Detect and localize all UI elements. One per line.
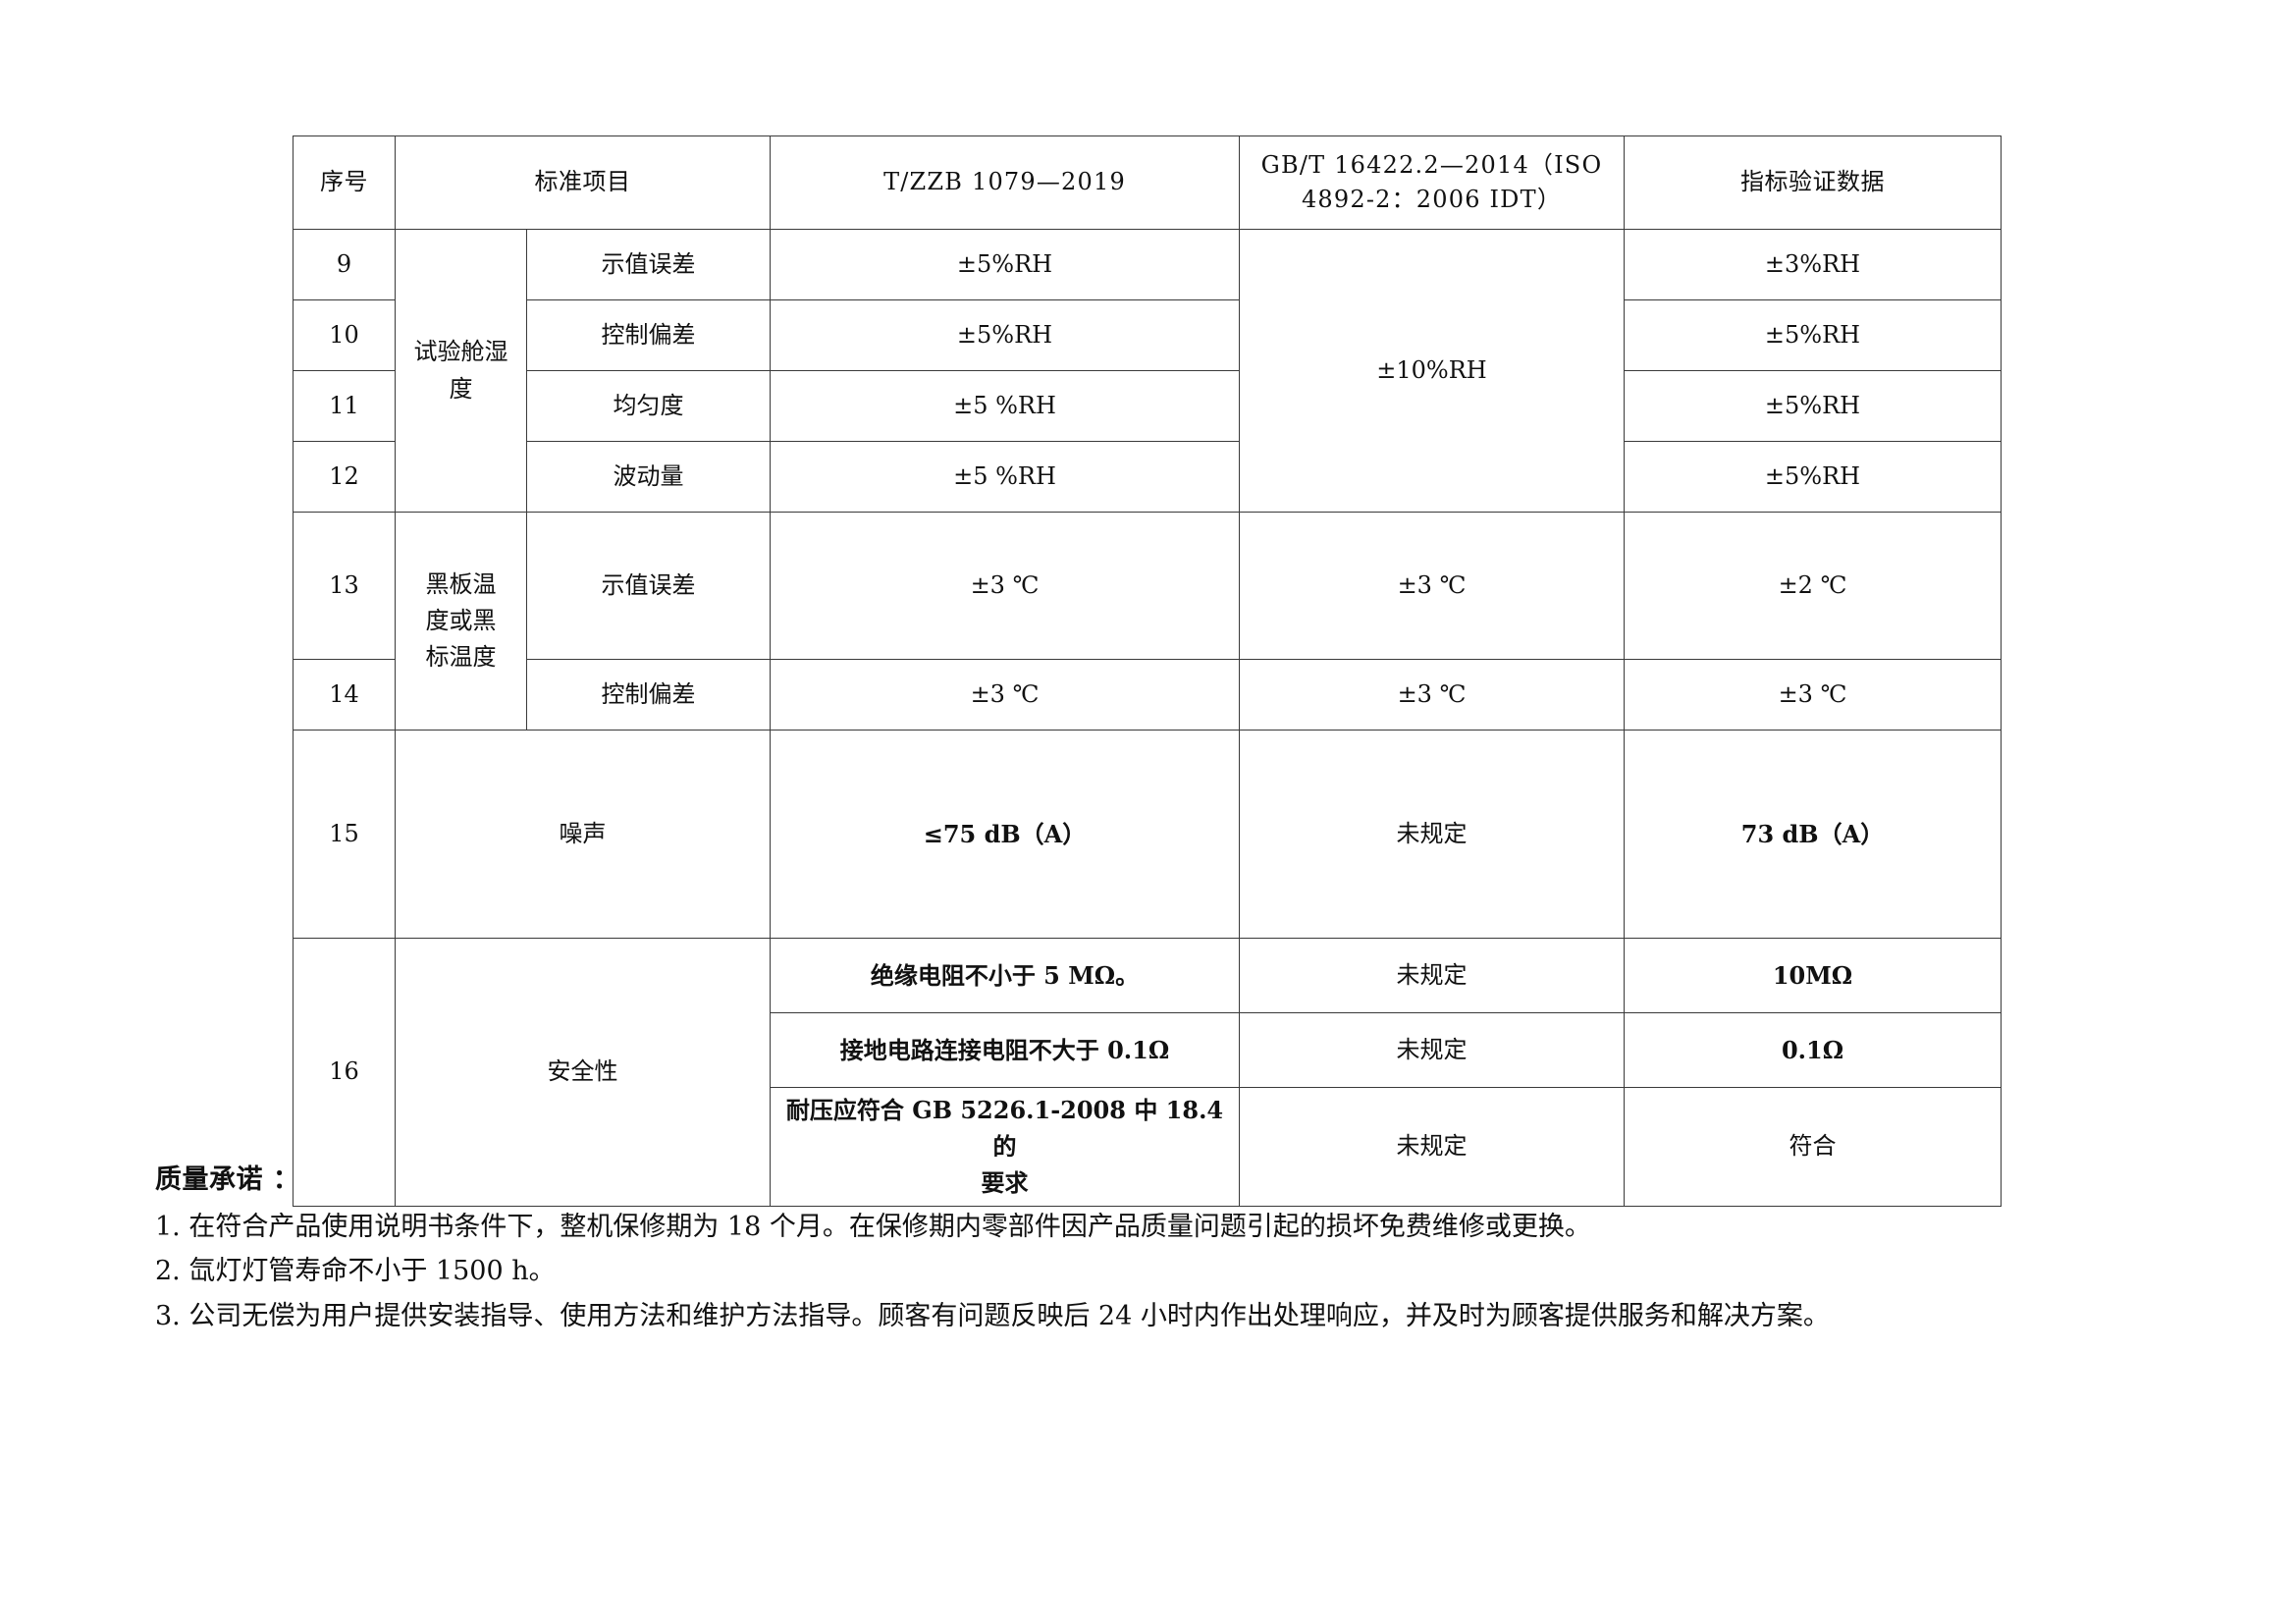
row-gbt-value: 未规定 [1239,730,1625,939]
row-gbt-value: ±3 ℃ [1239,512,1625,660]
row-item-label-noise: 噪声 [395,730,771,939]
group-label-blackpanel: 黑板温 度或黑 标温度 [395,512,527,731]
safety-r3-line2: 要求 [981,1168,1029,1198]
row-zzb-value: 接地电路连接电阻不大于 0.1Ω [770,1012,1240,1088]
row-verify-value: ±3 ℃ [1624,659,2002,731]
table-row: 11 均匀度 ±5 %RH ±5%RH [293,370,2002,442]
table-header-row: 序号 标准项目 T/ZZB 1079—2019 GB/T 16422.2—201… [293,135,2002,230]
header-cell-no: 序号 [293,135,396,230]
group-label-blackpanel-line3: 标温度 [425,643,497,672]
row-verify-value: ±5%RH [1624,370,2002,442]
table-row: 12 波动量 ±5 %RH ±5%RH [293,441,2002,513]
header-gbt-line1: GB/T 16422.2—2014（ISO [1260,151,1603,180]
row-zzb-value: ±5%RH [770,299,1240,371]
row-gbt-value: 未规定 [1239,938,1625,1013]
row-zzb-value: ±5 %RH [770,441,1240,513]
row-number: 13 [293,512,396,660]
row-verify-value: 0.1Ω [1624,1012,2002,1088]
table-row: 9 试验舱湿度 示值误差 ±5%RH ±10%RH ±3%RH [293,229,2002,513]
quality-commitment-item-2: 2. 氙灯灯管寿命不小于 1500 h。 [155,1256,556,1287]
row-verify-value: 10MΩ [1624,938,2002,1013]
group-label-safety: 安全性 [395,938,771,1207]
row-verify-value: ±3%RH [1624,229,2002,300]
row-verify-value: 73 dB（A） [1624,730,2002,939]
table-row: 耐压应符合 GB 5226.1-2008 中 18.4 的 要求 未规定 符合 [294,1087,2002,1207]
row-item-label: 均匀度 [526,370,771,442]
quality-commitment-item-3: 3. 公司无偿为用户提供安装指导、使用方法和维护方法指导。顾客有问题反映后 24… [155,1301,1830,1332]
row-number: 15 [293,730,396,939]
spec-comparison-table: 序号 标准项目 T/ZZB 1079—2019 GB/T 16422.2—201… [293,135,2002,1207]
row-item-label: 控制偏差 [526,299,771,371]
row-item-label: 示值误差 [526,229,771,300]
merged-gbt-humidity: ±10%RH [1239,229,1625,513]
row-gbt-value: ±3 ℃ [1239,659,1625,731]
quality-commitment-item-1: 1. 在符合产品使用说明书条件下，整机保修期为 18 个月。在保修期内零部件因产… [155,1211,1591,1242]
row-zzb-value: 绝缘电阻不小于 5 MΩ。 [770,938,1240,1013]
quality-commitment-section: 质量承诺 ： 1. 在符合产品使用说明书条件下，整机保修期为 18 个月。在保修… [155,1159,2128,1340]
row-zzb-value: ±5 %RH [770,370,1240,442]
row-number: 16 [293,938,396,1207]
row-number: 11 [293,370,396,442]
row-number: 10 [293,299,396,371]
row-item-label: 波动量 [526,441,771,513]
row-number: 14 [293,659,396,731]
table-row: 14 控制偏差 ±3 ℃ ±3 ℃ ±3 ℃ [293,659,2002,731]
row-number: 9 [293,229,396,300]
row-verify-value: ±5%RH [1624,299,2002,371]
row-item-label: 控制偏差 [526,659,771,731]
row-verify-value: ±5%RH [1624,441,2002,513]
row-number: 12 [293,441,396,513]
safety-r3-line1: 耐压应符合 GB 5226.1-2008 中 18.4 的 [785,1096,1224,1162]
row-zzb-value: 耐压应符合 GB 5226.1-2008 中 18.4 的 要求 [770,1087,1240,1207]
row-zzb-value: ±5%RH [770,229,1240,300]
group-label-blackpanel-line1: 黑板温 [425,569,497,598]
spec-comparison-table-wrapper: 序号 标准项目 T/ZZB 1079—2019 GB/T 16422.2—201… [293,135,2002,1207]
row-zzb-value: ±3 ℃ [770,512,1240,660]
header-cell-verify: 指标验证数据 [1624,135,2002,230]
row-zzb-value: ±3 ℃ [770,659,1240,731]
row-gbt-value: 未规定 [1239,1012,1625,1088]
header-gbt-line2: 4892-2：2006 IDT） [1301,186,1563,213]
row-zzb-value: ≤75 dB（A） [770,730,1240,939]
table-row: 10 控制偏差 ±5%RH ±5%RH [293,299,2002,371]
table-row: 接地电路连接电阻不大于 0.1Ω 未规定 0.1Ω [294,1012,2002,1088]
table-row: 13 黑板温 度或黑 标温度 示值误差 ±3 ℃ ±3 ℃ ±2 ℃ [293,512,2002,731]
group-label-blackpanel-line2: 度或黑 [425,606,497,634]
header-cell-gbt: GB/T 16422.2—2014（ISO 4892-2：2006 IDT） [1239,135,1625,230]
header-cell-zzb: T/ZZB 1079—2019 [770,135,1240,230]
group-label-humidity: 试验舱湿度 [395,229,527,513]
row-item-label: 示值误差 [526,512,771,660]
table-row: 15 噪声 ≤75 dB（A） 未规定 73 dB（A） [293,730,2002,939]
row-verify-value: 符合 [1624,1087,2002,1207]
quality-commitment-title: 质量承诺 ： [155,1164,300,1195]
table-row: 16 安全性 绝缘电阻不小于 5 MΩ。 未规定 10MΩ [293,938,2002,1207]
header-cell-item: 标准项目 [395,135,771,230]
row-verify-value: ±2 ℃ [1624,512,2002,660]
